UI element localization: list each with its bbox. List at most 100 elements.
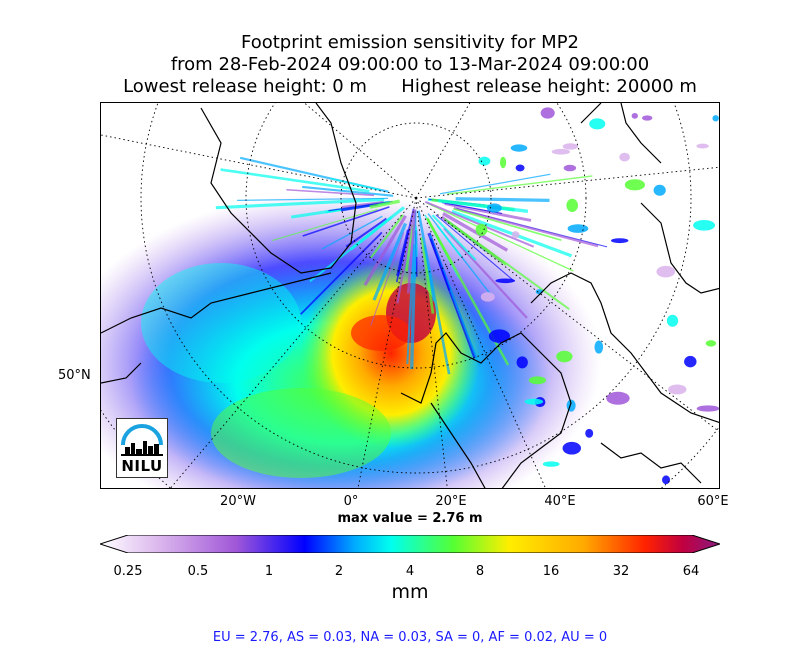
trajectory-streak <box>417 210 451 375</box>
sensitivity-blob <box>696 143 709 149</box>
sensitivity-blob <box>486 203 502 213</box>
sensitivity-blob <box>619 152 630 162</box>
sensitivity-blob <box>495 278 516 284</box>
graticule <box>101 103 719 488</box>
sensitivity-blob <box>540 107 555 119</box>
sensitivity-blob <box>611 238 629 244</box>
colorbar-tick: 64 <box>682 564 700 579</box>
colorbar-tick: 0.25 <box>113 564 143 579</box>
map-title: Footprint emission sensitivity for MP2 <box>240 32 579 53</box>
sensitivity-blob <box>641 115 653 121</box>
trajectory-streak <box>405 224 414 272</box>
time-range-subtitle: from 28-Feb-2024 09:00:00 to 13-Mar-2024… <box>170 54 650 75</box>
sensitivity-blob <box>515 164 525 172</box>
trajectory-streak <box>330 177 381 191</box>
latitude-label-50n: 50°N <box>58 368 91 383</box>
sensitivity-blob <box>666 314 679 327</box>
southern-plume <box>211 388 391 478</box>
trajectory-streak <box>369 199 400 209</box>
trajectory-streak <box>215 198 385 210</box>
trajectory-streak <box>237 197 389 201</box>
sensitivity-blob <box>556 350 573 363</box>
longitude-label-20w: 20°W <box>220 494 256 509</box>
trajectory-streak <box>309 216 393 283</box>
sensitivity-blob <box>566 198 579 212</box>
trajectory-streak <box>370 232 405 326</box>
sensitivity-blob <box>528 376 547 385</box>
trajectory-streak <box>443 217 570 310</box>
max-value-label: max value = 2.76 m <box>337 511 483 526</box>
sensitivity-blob <box>524 398 544 405</box>
colorbar-tick: 16 <box>542 564 560 579</box>
region-summary: EU = 2.76, AS = 0.03, NA = 0.03, SA = 0,… <box>212 630 608 645</box>
trajectory-streak <box>429 238 451 291</box>
sensitivity-blob <box>566 399 576 412</box>
nilu-skyline-icon <box>121 424 163 456</box>
sensitivity-blob <box>480 292 495 302</box>
trajectory-streak <box>272 208 378 241</box>
trajectory-streak <box>453 206 599 248</box>
trajectory-streak <box>302 206 390 237</box>
trajectory-streak <box>451 209 573 258</box>
sensitivity-blob <box>510 144 528 152</box>
trajectory-streak <box>435 214 514 281</box>
trajectory-streak <box>406 209 417 294</box>
sensitivity-blob <box>562 441 581 455</box>
sensitivity-blob <box>696 405 719 412</box>
trajectory-streak <box>426 202 574 272</box>
coastlines <box>101 103 719 488</box>
longitude-label-60e: 60°E <box>697 494 729 509</box>
nilu-logo-text: NILU <box>121 457 163 475</box>
trajectory-streak <box>453 208 562 241</box>
colorbar-tick: 0.5 <box>187 564 209 579</box>
trajectory-streak <box>396 229 410 277</box>
sensitivity-blob <box>499 156 507 169</box>
sensitivity-blob <box>567 224 589 233</box>
trajectory-streak <box>286 188 375 197</box>
sensitivity-blob <box>475 223 488 236</box>
trajectory-streak <box>420 236 435 314</box>
sensitivity-blob <box>624 179 645 191</box>
trajectory-streak <box>415 226 418 257</box>
trajectory-streak <box>447 175 593 195</box>
sensitivity-blob <box>653 184 666 196</box>
sensitivity-blob <box>705 340 717 347</box>
sensitivity-blob <box>594 340 604 354</box>
sensitivity-blob <box>684 355 697 368</box>
sensitivity-blob <box>589 118 606 130</box>
trajectory-streak <box>341 200 384 209</box>
sensitivity-blob <box>478 156 491 166</box>
longitude-label-20e: 20°E <box>435 494 467 509</box>
trajectory-streak <box>363 215 407 286</box>
sensitivity-blob <box>712 115 719 122</box>
trajectory-streak <box>369 214 405 259</box>
colorbar-tick: 4 <box>405 564 415 579</box>
colorbar <box>100 535 720 553</box>
colorbar-gradient <box>100 535 720 553</box>
trajectory-streaks <box>215 156 608 375</box>
colorbar-tick: 2 <box>334 564 344 579</box>
scattered-sensitivity-blobs <box>475 107 719 485</box>
trajectory-streak <box>431 214 477 261</box>
sensitivity-blob <box>693 219 716 231</box>
colorbar-tick: 8 <box>475 564 485 579</box>
trajectory-streak <box>444 202 532 222</box>
release-height-subtitle: Lowest release height: 0 m Highest relea… <box>123 76 697 97</box>
sensitivity-blob <box>668 384 687 395</box>
sensitivity-blob <box>606 391 630 405</box>
trajectory-streak <box>437 198 529 213</box>
trajectory-streak <box>396 209 415 304</box>
trajectory-streak <box>442 211 509 252</box>
sensitivity-blob <box>563 164 577 172</box>
trajectory-streak <box>302 185 394 197</box>
trajectory-streak <box>410 244 417 370</box>
colorbar-unit: mm <box>391 581 429 603</box>
colorbar-tick: 32 <box>612 564 630 579</box>
sensitivity-blob <box>551 148 571 155</box>
trajectory-streak <box>439 173 551 195</box>
sensitivity-blob <box>585 428 594 438</box>
sensitivity-blob <box>631 112 638 119</box>
longitude-label-0: 0° <box>343 494 359 509</box>
trajectory-streak <box>300 231 383 315</box>
sensitivity-blob <box>656 265 676 278</box>
